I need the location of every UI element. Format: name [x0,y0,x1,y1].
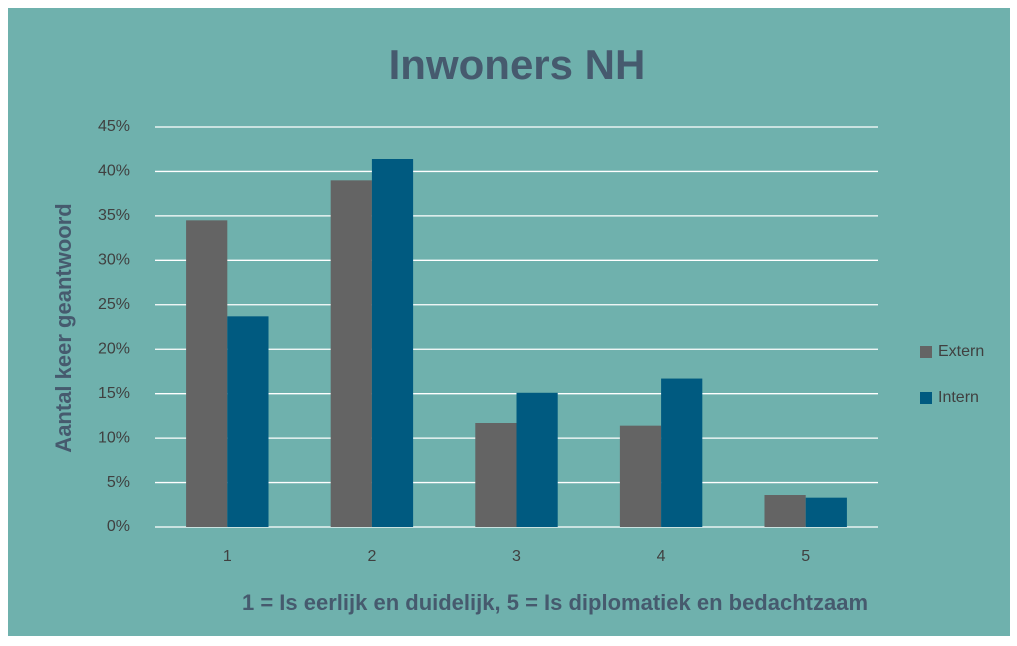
bar [371,159,414,527]
y-tick-label: 10% [98,429,130,446]
bar [186,220,228,528]
y-axis-label: Aantal keer geantwoord [51,203,76,452]
y-tick-label: 40% [98,163,130,180]
y-tick-label: 5% [107,474,130,491]
x-tick-label: 2 [367,548,376,565]
bar [661,378,703,527]
legend-label: Extern [938,343,984,360]
y-tick-label: 35% [98,207,130,224]
legend-label: Intern [938,389,979,406]
bar [475,423,517,527]
bar [805,497,847,527]
y-tick-label: 25% [98,296,130,313]
x-tick-label: 5 [801,548,810,565]
bar [227,316,269,527]
legend-swatch [920,392,932,404]
chart-title: Inwoners NH [389,41,646,88]
x-tick-label: 4 [657,548,666,565]
chart-background [8,8,1010,636]
y-tick-label: 15% [98,385,130,402]
legend-swatch [920,346,932,358]
x-tick-label: 1 [223,548,232,565]
x-tick-label: 3 [512,548,521,565]
bar [764,495,806,527]
bar [619,425,662,527]
bar [330,180,372,528]
y-tick-label: 45% [98,118,130,135]
y-tick-label: 20% [98,340,130,357]
bar [516,392,558,527]
y-tick-label: 0% [107,518,130,535]
x-axis-label: 1 = Is eerlijk en duidelijk, 5 = Is dipl… [242,590,868,615]
y-tick-label: 30% [98,252,130,269]
